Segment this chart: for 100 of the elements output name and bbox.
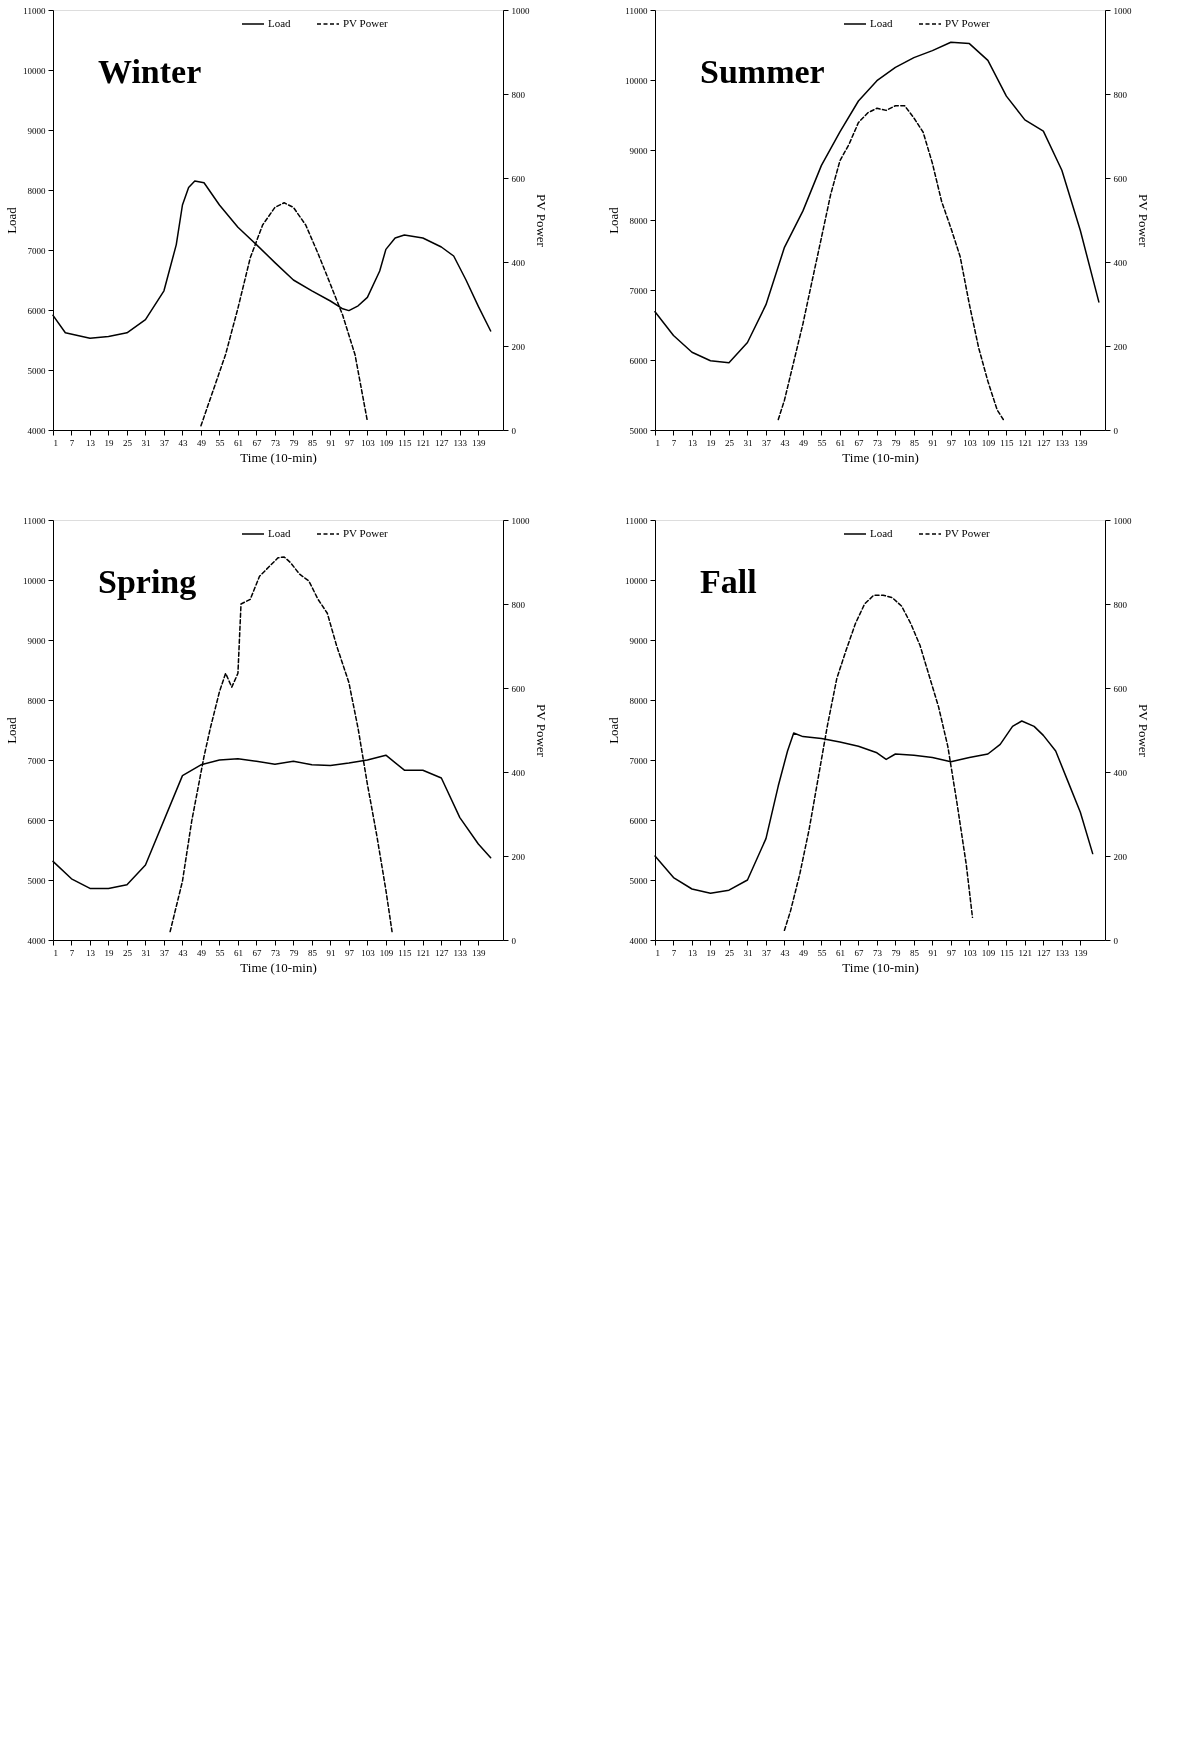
y2-tick-label: 400 bbox=[511, 767, 526, 778]
x-tick-label: 7 bbox=[671, 437, 677, 448]
x-tick-label: 73 bbox=[872, 947, 883, 958]
x-tick-label: 127 bbox=[435, 947, 450, 958]
x-tick-label: 37 bbox=[761, 437, 772, 448]
y-tick-label: 6000 bbox=[629, 355, 648, 366]
x-tick-label: 31 bbox=[743, 947, 753, 958]
y2-axis-title: PV Power bbox=[1135, 194, 1151, 248]
y-tick-label: 8000 bbox=[629, 695, 648, 706]
x-tick-label: 121 bbox=[416, 947, 431, 958]
y-tick-label: 7000 bbox=[27, 755, 46, 766]
x-axis-title: Time (10-min) bbox=[240, 959, 317, 975]
y2-tick-label: 1000 bbox=[511, 515, 530, 526]
x-tick-label: 19 bbox=[104, 947, 114, 958]
x-tick-label: 55 bbox=[817, 437, 827, 448]
y-axis-title: Load bbox=[4, 206, 19, 234]
y-axis-title: Load bbox=[4, 716, 19, 744]
y2-tick-label: 1000 bbox=[1113, 5, 1132, 16]
legend-label: Load bbox=[268, 527, 292, 539]
x-tick-label: 49 bbox=[798, 437, 809, 448]
y2-tick-label: 0 bbox=[511, 425, 517, 436]
x-tick-label: 85 bbox=[307, 947, 318, 958]
x-tick-label: 13 bbox=[85, 437, 96, 448]
y-tick-label: 9000 bbox=[27, 635, 46, 646]
y-tick-label: 9000 bbox=[27, 125, 46, 136]
x-tick-label: 109 bbox=[379, 947, 394, 958]
y-tick-label: 11000 bbox=[23, 515, 46, 526]
x-axis-title: Time (10-min) bbox=[240, 449, 317, 465]
x-tick-label: 127 bbox=[1037, 437, 1052, 448]
y-axis-title: Load bbox=[606, 716, 621, 744]
y-tick-label: 8000 bbox=[27, 185, 46, 196]
x-tick-label: 37 bbox=[761, 947, 772, 958]
x-tick-label: 79 bbox=[891, 947, 901, 958]
y-tick-label: 7000 bbox=[629, 755, 648, 766]
x-tick-label: 25 bbox=[724, 437, 735, 448]
x-tick-label: 115 bbox=[398, 947, 412, 958]
y-tick-label: 11000 bbox=[625, 5, 648, 16]
x-tick-label: 103 bbox=[963, 437, 978, 448]
x-tick-label: 43 bbox=[178, 437, 188, 448]
x-tick-label: 109 bbox=[379, 437, 394, 448]
y2-tick-label: 600 bbox=[511, 683, 526, 694]
x-tick-label: 127 bbox=[435, 437, 450, 448]
x-tick-label: 1 bbox=[655, 947, 660, 958]
x-tick-label: 43 bbox=[178, 947, 188, 958]
y-tick-label: 8000 bbox=[629, 215, 648, 226]
x-tick-label: 109 bbox=[981, 437, 996, 448]
x-tick-label: 127 bbox=[1037, 947, 1052, 958]
x-tick-label: 55 bbox=[215, 437, 225, 448]
x-tick-label: 13 bbox=[85, 947, 96, 958]
y-tick-label: 7000 bbox=[629, 285, 648, 296]
y-tick-label: 10000 bbox=[23, 65, 46, 76]
x-tick-label: 1 bbox=[53, 947, 58, 958]
x-tick-label: 139 bbox=[1074, 437, 1089, 448]
y2-tick-label: 800 bbox=[1113, 599, 1128, 610]
y2-axis-title: PV Power bbox=[1135, 704, 1151, 758]
x-tick-label: 139 bbox=[472, 437, 487, 448]
y2-tick-label: 0 bbox=[1113, 425, 1119, 436]
x-tick-label: 115 bbox=[398, 437, 412, 448]
y2-axis-title: PV Power bbox=[533, 194, 549, 248]
x-tick-label: 19 bbox=[104, 437, 114, 448]
y2-tick-label: 800 bbox=[1113, 89, 1128, 100]
x-tick-label: 31 bbox=[743, 437, 753, 448]
x-tick-label: 37 bbox=[159, 437, 170, 448]
x-tick-label: 133 bbox=[453, 437, 468, 448]
y-tick-label: 10000 bbox=[23, 575, 46, 586]
y-tick-label: 8000 bbox=[27, 695, 46, 706]
x-tick-label: 133 bbox=[1055, 947, 1070, 958]
x-tick-label: 43 bbox=[780, 947, 790, 958]
x-tick-label: 61 bbox=[233, 947, 243, 958]
y2-tick-label: 600 bbox=[511, 173, 526, 184]
x-tick-label: 97 bbox=[344, 437, 355, 448]
y-tick-label: 7000 bbox=[27, 245, 46, 256]
y2-tick-label: 600 bbox=[1113, 173, 1128, 184]
x-tick-label: 115 bbox=[1000, 947, 1014, 958]
x-tick-label: 91 bbox=[928, 947, 938, 958]
y-tick-label: 11000 bbox=[625, 515, 648, 526]
legend-label: Load bbox=[870, 527, 894, 539]
x-tick-label: 49 bbox=[196, 947, 207, 958]
x-tick-label: 25 bbox=[122, 947, 133, 958]
legend-label: PV Power bbox=[945, 17, 991, 29]
x-tick-label: 67 bbox=[854, 947, 864, 958]
x-tick-label: 103 bbox=[361, 947, 376, 958]
x-tick-label: 49 bbox=[798, 947, 809, 958]
annotation: Fall bbox=[700, 563, 757, 600]
y-tick-label: 4000 bbox=[27, 425, 46, 436]
x-tick-label: 91 bbox=[326, 437, 336, 448]
x-tick-label: 13 bbox=[687, 947, 698, 958]
x-tick-label: 25 bbox=[122, 437, 133, 448]
x-tick-label: 67 bbox=[252, 437, 262, 448]
y-tick-label: 10000 bbox=[625, 75, 648, 86]
y-tick-label: 10000 bbox=[625, 575, 648, 586]
y2-tick-label: 400 bbox=[511, 257, 526, 268]
x-tick-label: 133 bbox=[453, 947, 468, 958]
y-tick-label: 11000 bbox=[23, 5, 46, 16]
x-tick-label: 31 bbox=[141, 947, 151, 958]
y2-tick-label: 400 bbox=[1113, 257, 1128, 268]
x-tick-label: 1 bbox=[655, 437, 660, 448]
x-axis-title: Time (10-min) bbox=[842, 449, 919, 465]
x-tick-label: 97 bbox=[344, 947, 355, 958]
x-tick-label: 79 bbox=[891, 437, 901, 448]
